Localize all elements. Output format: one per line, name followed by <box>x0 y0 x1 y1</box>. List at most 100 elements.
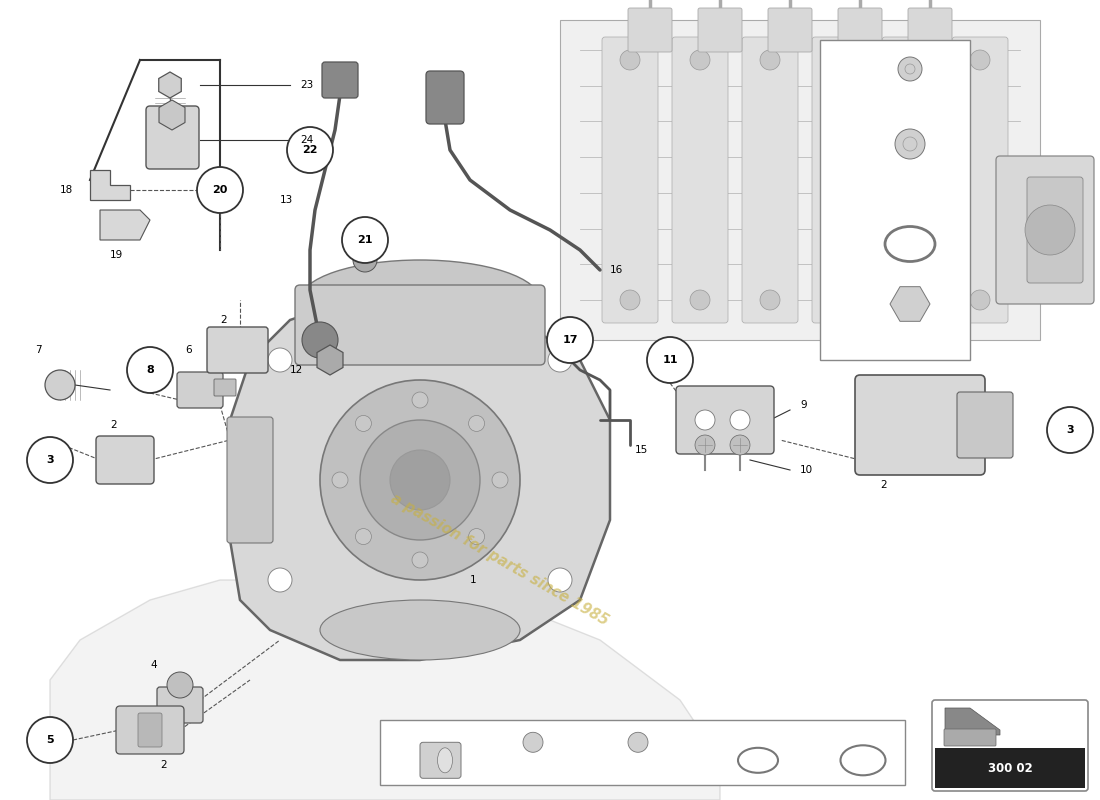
Circle shape <box>45 370 75 400</box>
Text: 23: 23 <box>300 80 313 90</box>
Circle shape <box>412 392 428 408</box>
Text: 3: 3 <box>1066 425 1074 435</box>
Text: 300 02: 300 02 <box>988 762 1033 774</box>
Circle shape <box>390 450 450 510</box>
FancyBboxPatch shape <box>602 37 658 323</box>
Text: 5: 5 <box>46 735 54 745</box>
Polygon shape <box>160 100 185 130</box>
Text: 21: 21 <box>598 728 612 738</box>
Text: 3: 3 <box>828 50 835 60</box>
FancyBboxPatch shape <box>157 687 204 723</box>
FancyBboxPatch shape <box>177 372 223 408</box>
Circle shape <box>695 435 715 455</box>
Circle shape <box>898 57 922 81</box>
Text: 1: 1 <box>470 575 476 585</box>
FancyBboxPatch shape <box>944 729 996 746</box>
Text: ELD: ELD <box>223 422 477 538</box>
Polygon shape <box>50 580 720 800</box>
Text: 17: 17 <box>562 335 578 345</box>
Circle shape <box>730 435 750 455</box>
Circle shape <box>342 217 388 263</box>
Ellipse shape <box>320 600 520 660</box>
FancyBboxPatch shape <box>768 8 812 52</box>
FancyBboxPatch shape <box>214 379 236 396</box>
FancyBboxPatch shape <box>855 375 984 475</box>
Polygon shape <box>945 708 1000 735</box>
FancyBboxPatch shape <box>698 8 742 52</box>
FancyBboxPatch shape <box>882 37 938 323</box>
Circle shape <box>690 290 710 310</box>
Circle shape <box>760 290 780 310</box>
Circle shape <box>730 410 750 430</box>
FancyBboxPatch shape <box>742 37 797 323</box>
FancyBboxPatch shape <box>116 706 184 754</box>
Text: 15: 15 <box>635 445 648 455</box>
Text: 4: 4 <box>150 660 156 670</box>
Circle shape <box>647 337 693 383</box>
Circle shape <box>620 290 640 310</box>
FancyBboxPatch shape <box>838 8 882 52</box>
Polygon shape <box>230 300 610 660</box>
FancyBboxPatch shape <box>957 392 1013 458</box>
Text: 11: 11 <box>703 728 716 738</box>
Text: 6: 6 <box>185 345 191 355</box>
Text: 24: 24 <box>300 135 313 145</box>
Text: 5: 5 <box>828 130 835 140</box>
FancyBboxPatch shape <box>138 713 162 747</box>
Circle shape <box>628 732 648 752</box>
Text: 2: 2 <box>880 480 887 490</box>
Polygon shape <box>890 286 930 322</box>
Circle shape <box>268 568 292 592</box>
Circle shape <box>353 248 377 272</box>
Text: 11: 11 <box>662 355 678 365</box>
FancyBboxPatch shape <box>672 37 728 323</box>
Circle shape <box>548 568 572 592</box>
Circle shape <box>302 322 338 358</box>
Text: a passion for parts since 1985: a passion for parts since 1985 <box>388 491 612 629</box>
Circle shape <box>167 672 192 698</box>
Circle shape <box>1047 407 1093 453</box>
Circle shape <box>548 348 572 372</box>
Circle shape <box>690 50 710 70</box>
Text: 16: 16 <box>610 265 624 275</box>
Text: 10: 10 <box>800 465 813 475</box>
FancyBboxPatch shape <box>420 742 461 778</box>
FancyBboxPatch shape <box>426 71 464 124</box>
Text: 21: 21 <box>358 235 373 245</box>
Ellipse shape <box>438 748 452 773</box>
FancyBboxPatch shape <box>812 37 868 323</box>
FancyBboxPatch shape <box>322 62 358 98</box>
Circle shape <box>332 472 348 488</box>
Circle shape <box>1025 205 1075 255</box>
Circle shape <box>469 529 485 545</box>
Circle shape <box>895 129 925 159</box>
FancyBboxPatch shape <box>560 20 1040 340</box>
Circle shape <box>695 410 715 430</box>
FancyBboxPatch shape <box>628 8 672 52</box>
Circle shape <box>970 290 990 310</box>
FancyBboxPatch shape <box>227 417 273 543</box>
Circle shape <box>412 552 428 568</box>
Circle shape <box>287 127 333 173</box>
Circle shape <box>900 290 920 310</box>
Text: 19: 19 <box>110 250 123 260</box>
Text: 8: 8 <box>828 210 835 220</box>
Circle shape <box>355 529 372 545</box>
Text: 2: 2 <box>220 315 227 325</box>
FancyBboxPatch shape <box>96 436 154 484</box>
Circle shape <box>830 50 850 70</box>
Text: 17: 17 <box>388 728 401 738</box>
Text: 22: 22 <box>493 728 506 738</box>
Circle shape <box>469 415 485 431</box>
Circle shape <box>900 50 920 70</box>
Circle shape <box>268 348 292 372</box>
Bar <box>820 40 970 360</box>
FancyBboxPatch shape <box>676 386 774 454</box>
Text: 20: 20 <box>212 185 228 195</box>
Text: 9: 9 <box>800 400 806 410</box>
Circle shape <box>360 420 480 540</box>
Circle shape <box>547 317 593 363</box>
Text: 2: 2 <box>160 760 166 770</box>
Circle shape <box>970 50 990 70</box>
FancyBboxPatch shape <box>295 285 544 365</box>
